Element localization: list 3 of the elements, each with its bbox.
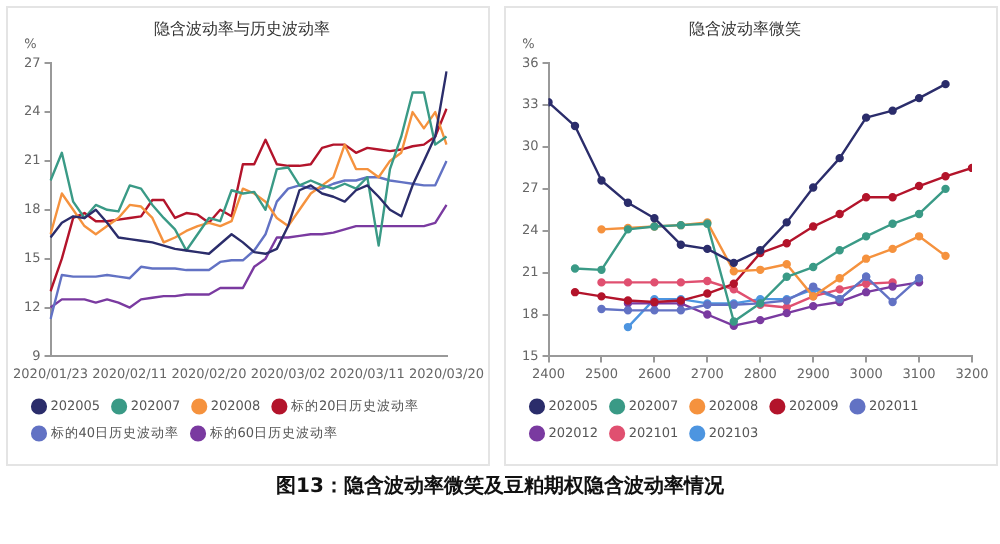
chart-title: 隐含波动率微笑 — [689, 19, 801, 38]
chart-title: 隐含波动率与历史波动率 — [154, 19, 330, 38]
caption: 图13：隐含波动率微笑及豆粕期权隐含波动率情况 — [274, 472, 726, 500]
